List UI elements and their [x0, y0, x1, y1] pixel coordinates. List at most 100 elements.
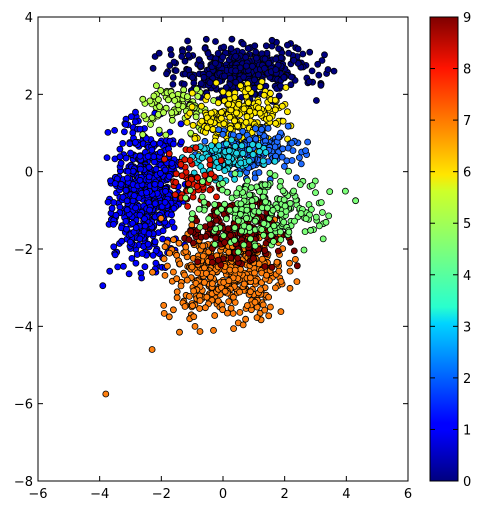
scatter-point: [104, 198, 112, 206]
scatter-point: [136, 165, 144, 173]
scatter-point: [269, 206, 277, 214]
scatter-point: [227, 45, 235, 52]
scatter-point: [260, 91, 268, 99]
scatter-point: [167, 51, 175, 59]
scatter-point: [139, 131, 147, 139]
scatter-point: [122, 217, 130, 225]
scatter-point: [290, 187, 298, 195]
scatter-point: [217, 205, 225, 213]
scatter-point: [156, 169, 164, 177]
scatter-point: [125, 270, 133, 278]
scatter-point: [155, 126, 163, 134]
scatter-point: [111, 251, 119, 259]
scatter-point: [151, 238, 159, 246]
scatter-point: [219, 53, 227, 61]
scatter-points: [99, 35, 360, 398]
scatter-point: [242, 118, 250, 126]
scatter-point: [237, 159, 245, 167]
scatter-point: [206, 156, 214, 164]
x-tick-label: 4: [342, 487, 350, 502]
scatter-point: [118, 237, 126, 245]
scatter-point: [145, 173, 153, 181]
scatter-point: [136, 152, 144, 160]
scatter-point: [132, 259, 140, 267]
scatter-point: [185, 292, 193, 300]
scatter-point: [285, 167, 293, 175]
scatter-point: [146, 97, 154, 105]
scatter-point: [297, 160, 305, 168]
scatter-point: [123, 197, 131, 205]
colorbar-ticks: 0 1 2 3 4 5 6 7 8 9: [430, 11, 471, 490]
scatter-point: [168, 218, 176, 226]
scatter-point: [243, 302, 251, 309]
scatter-point: [267, 231, 275, 239]
scatter-point: [188, 210, 196, 218]
scatter-point: [272, 55, 280, 63]
scatter-point: [292, 174, 300, 182]
scatter-point: [116, 203, 124, 211]
scatter-point: [290, 56, 298, 64]
scatter-point: [237, 200, 245, 208]
scatter-point: [247, 235, 254, 243]
scatter-point: [127, 149, 134, 157]
scatter-point: [215, 142, 223, 150]
scatter-point: [144, 240, 152, 248]
scatter-point: [240, 280, 248, 288]
scatter-point: [245, 146, 253, 154]
scatter-point: [239, 149, 247, 157]
scatter-point: [280, 162, 288, 170]
scatter-point: [126, 140, 134, 148]
scatter-point: [307, 226, 315, 234]
scatter-point: [262, 198, 269, 206]
scatter-point: [104, 128, 112, 136]
scatter-point: [197, 80, 205, 87]
scatter-point: [302, 215, 310, 223]
colorbar-tick-label: 8: [463, 63, 471, 78]
scatter-point: [220, 43, 228, 51]
scatter-point: [199, 252, 207, 260]
scatter-point: [184, 202, 192, 210]
scatter-point: [193, 182, 201, 190]
y-tick-label: −2: [14, 243, 33, 258]
scatter-point: [145, 230, 153, 238]
scatter-point: [268, 42, 276, 50]
scatter-point: [136, 211, 144, 219]
colorbar-tick-label: 2: [463, 372, 471, 387]
scatter-point: [277, 308, 285, 316]
scatter-point: [294, 45, 302, 53]
scatter-point: [289, 147, 297, 155]
scatter-point: [214, 50, 222, 57]
scatter-point: [271, 284, 279, 292]
scatter-point: [227, 231, 234, 239]
colorbar-tick-label: 1: [463, 423, 471, 438]
scatter-point: [221, 167, 229, 175]
scatter-point: [156, 103, 164, 110]
scatter-point: [138, 250, 146, 257]
scatter-point: [188, 103, 196, 111]
scatter-point: [222, 215, 230, 223]
scatter-point: [178, 172, 186, 180]
scatter-point: [275, 92, 283, 100]
scatter-point: [217, 114, 225, 122]
scatter-point: [169, 74, 177, 81]
scatter-point: [283, 108, 291, 116]
scatter-point: [290, 247, 298, 255]
scatter-point: [221, 239, 229, 246]
scatter-point: [188, 74, 196, 81]
scatter-point: [127, 113, 135, 120]
scatter-point: [293, 262, 301, 270]
scatter-point: [219, 306, 227, 314]
scatter-point: [232, 205, 240, 213]
scatter-point: [285, 228, 293, 236]
scatter-point: [202, 35, 210, 43]
scatter-point: [261, 263, 269, 270]
scatter-point: [220, 232, 228, 240]
scatter-point: [286, 267, 294, 275]
scatter-point: [176, 328, 183, 336]
scatter-point: [111, 180, 119, 188]
scatter-point: [272, 119, 280, 127]
scatter-point: [184, 51, 192, 59]
scatter-point: [129, 129, 137, 137]
scatter-point: [185, 236, 193, 244]
